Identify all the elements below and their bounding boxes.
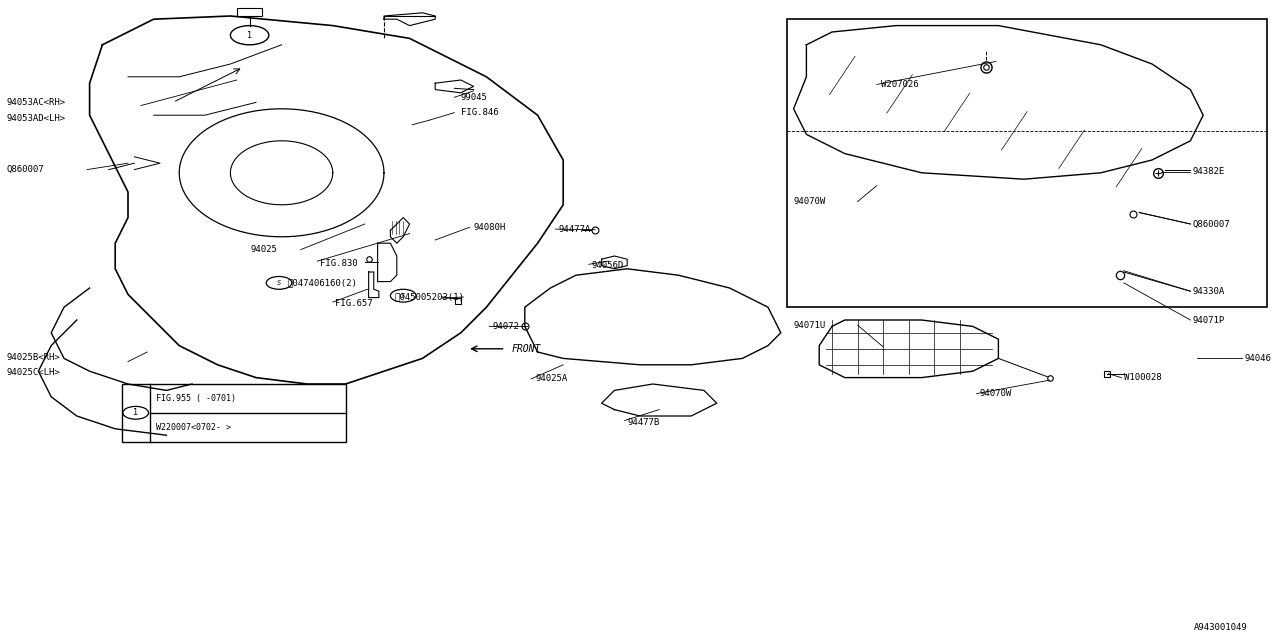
Text: 94382E: 94382E: [1193, 167, 1225, 176]
Text: 94070W: 94070W: [794, 197, 826, 206]
Text: S: S: [276, 280, 282, 286]
Text: 94071U: 94071U: [794, 321, 826, 330]
Text: 94330A: 94330A: [1193, 287, 1225, 296]
Text: W207026: W207026: [881, 80, 918, 89]
Text: W100028: W100028: [1124, 373, 1161, 382]
Text: 94071P: 94071P: [1193, 316, 1225, 324]
Text: 94072: 94072: [493, 322, 520, 331]
Text: 94056D: 94056D: [591, 261, 623, 270]
Text: S: S: [401, 292, 406, 299]
Text: 94025C<LH>: 94025C<LH>: [6, 368, 60, 377]
Text: 94080H: 94080H: [474, 223, 506, 232]
Text: 94025B<RH>: 94025B<RH>: [6, 353, 60, 362]
Text: 94025A: 94025A: [535, 374, 567, 383]
Text: 94025: 94025: [251, 245, 278, 254]
Text: 94046: 94046: [1244, 354, 1271, 363]
Bar: [237, 8, 262, 16]
Text: FIG.846: FIG.846: [461, 108, 498, 117]
Text: 1: 1: [133, 408, 138, 417]
Bar: [787, 19, 1267, 307]
Text: Q860007: Q860007: [6, 165, 44, 174]
Text: W220007<0702- >: W220007<0702- >: [156, 422, 232, 432]
Text: 94477A: 94477A: [558, 225, 590, 234]
Text: FIG.830: FIG.830: [320, 259, 357, 268]
Text: 94477B: 94477B: [627, 418, 659, 427]
Text: Ⓜ045005203(1): Ⓜ045005203(1): [394, 292, 465, 301]
Text: FIG.657: FIG.657: [335, 299, 372, 308]
Text: FRONT: FRONT: [512, 344, 541, 354]
Text: Ⓜ047406160(2): Ⓜ047406160(2): [288, 278, 358, 287]
Text: Q860007: Q860007: [1193, 220, 1230, 228]
Text: 1: 1: [247, 31, 252, 40]
Text: A943001049: A943001049: [1194, 623, 1248, 632]
Text: 99045: 99045: [461, 93, 488, 102]
Text: 94070W: 94070W: [979, 389, 1011, 398]
Text: FIG.955 ( -0701): FIG.955 ( -0701): [156, 394, 236, 403]
Text: 94053AC<RH>: 94053AC<RH>: [6, 98, 65, 107]
Text: 94053AD<LH>: 94053AD<LH>: [6, 114, 65, 123]
